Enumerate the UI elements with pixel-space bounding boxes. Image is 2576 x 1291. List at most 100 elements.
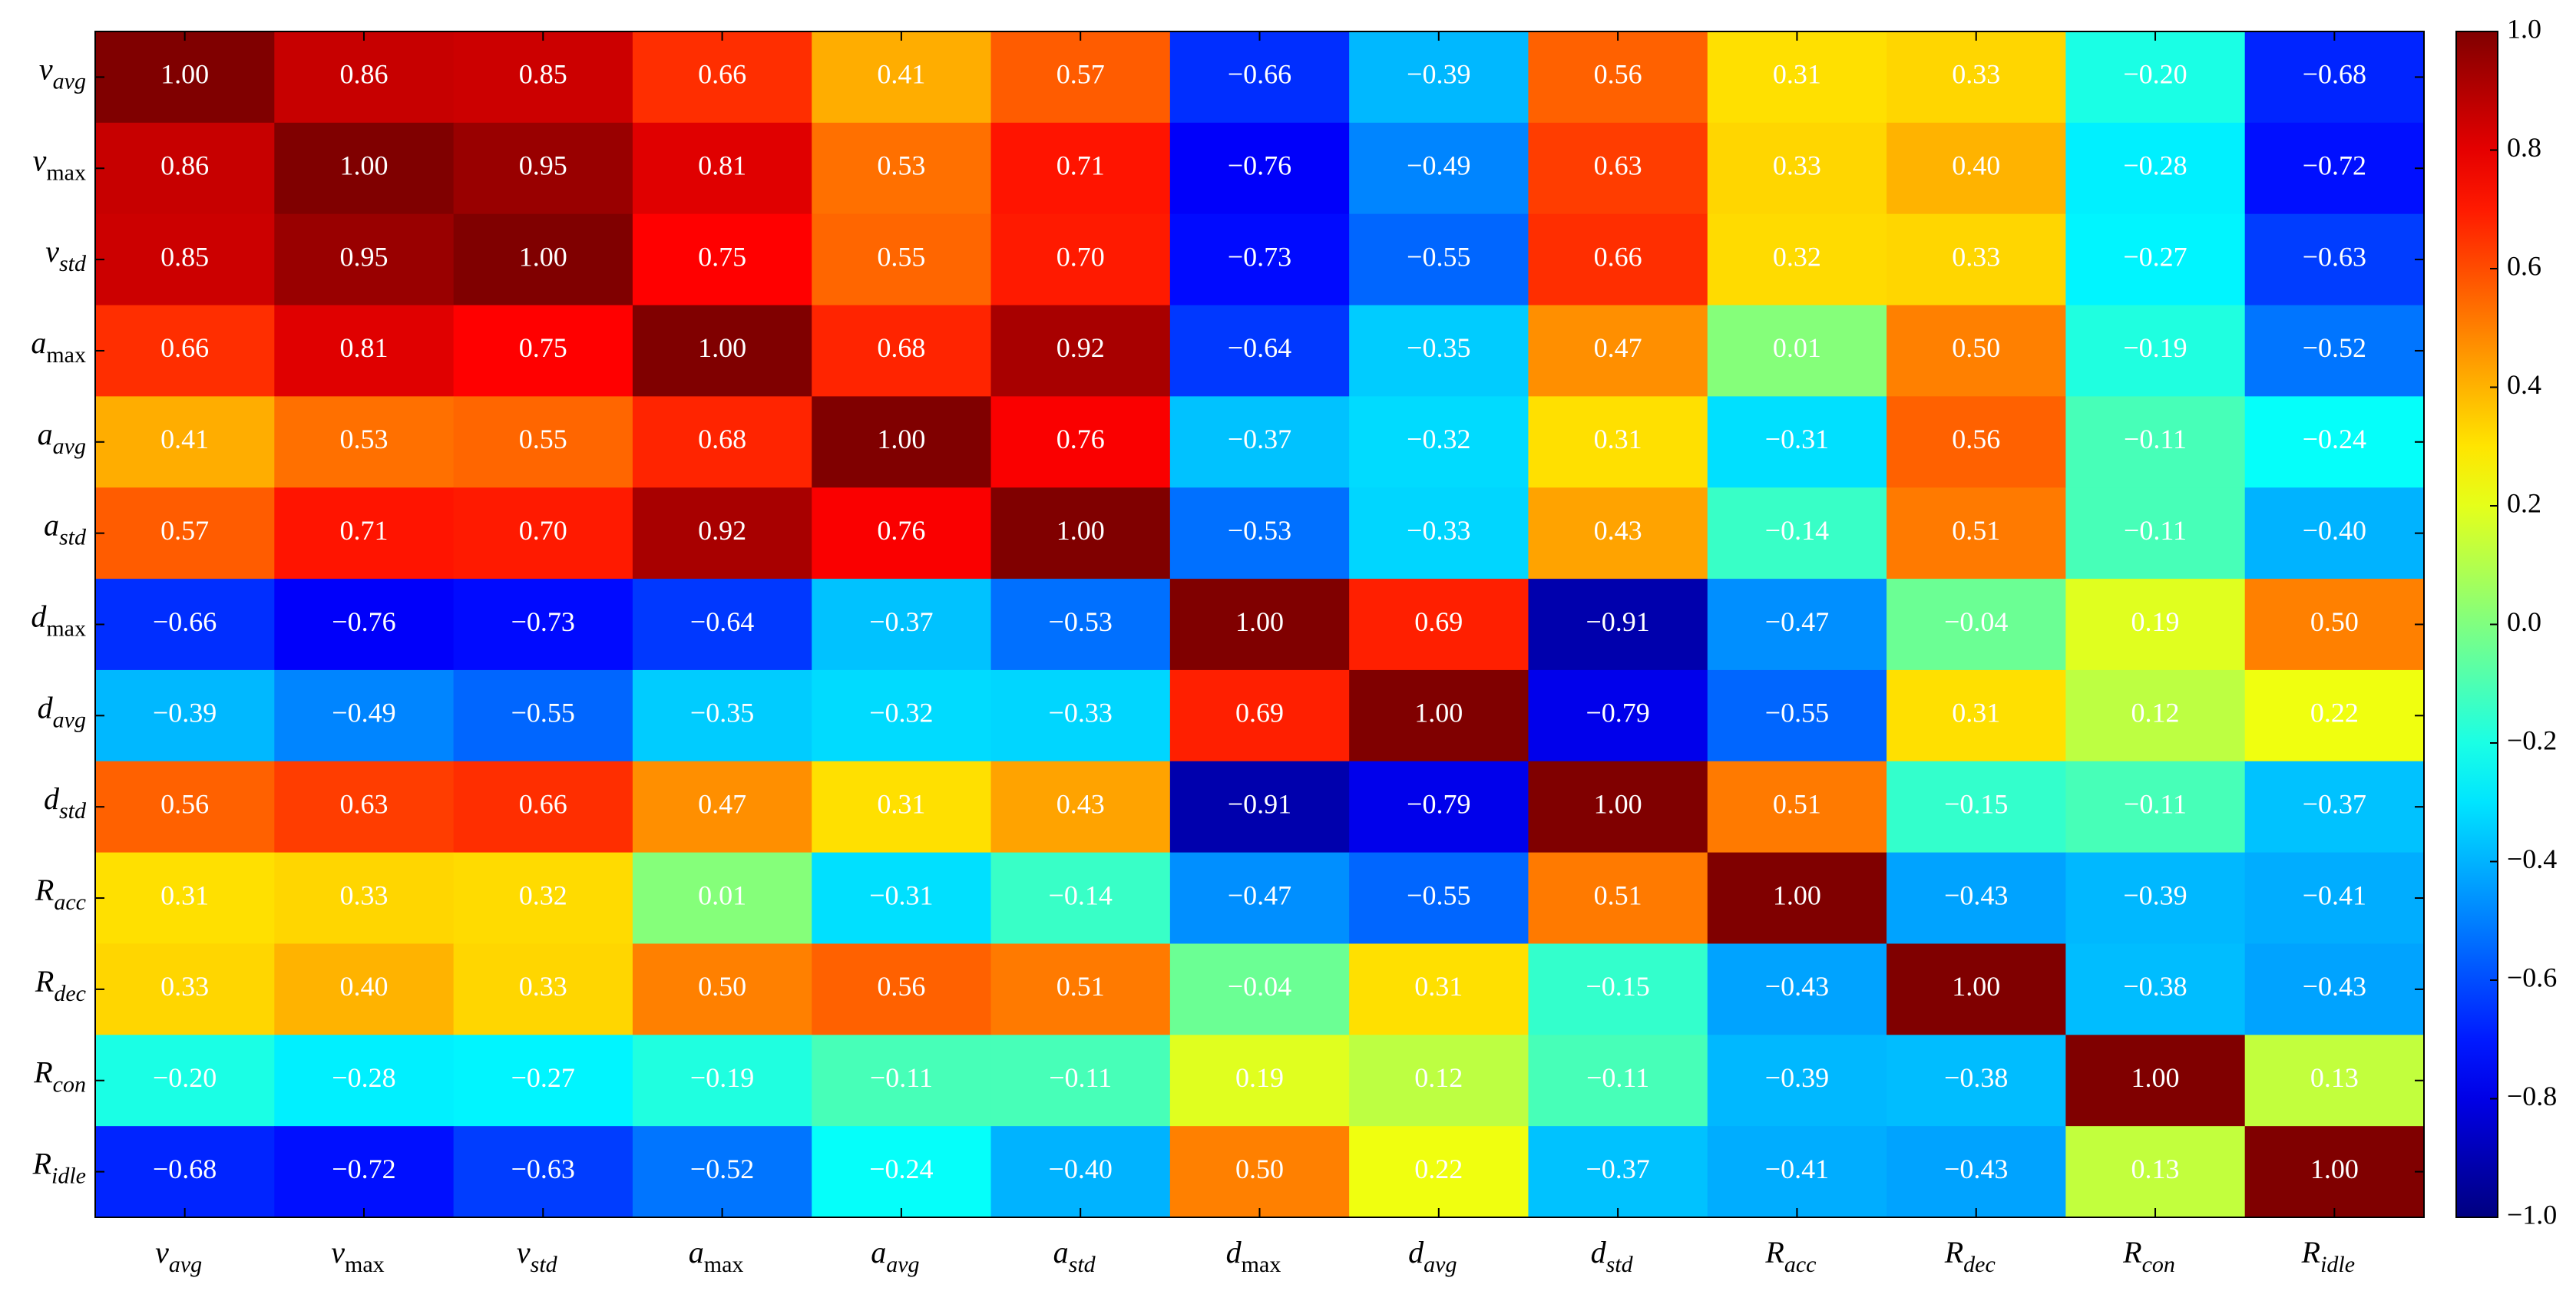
label-symbol: a — [38, 417, 53, 451]
label-subscript: std — [59, 798, 87, 824]
cell-label: 0.22 — [2310, 698, 2359, 728]
cell-label: −0.68 — [153, 1154, 217, 1184]
heat-cell — [812, 305, 992, 397]
heat-cell — [1528, 669, 1708, 762]
cell-label: 0.71 — [339, 515, 388, 546]
cell-label: 0.95 — [339, 241, 388, 272]
heat-cell — [274, 852, 455, 944]
cell-label: 0.40 — [339, 971, 388, 1002]
heat-cell — [1528, 305, 1708, 397]
heat-cell — [990, 1035, 1171, 1127]
cell-label: −0.39 — [1765, 1062, 1829, 1093]
cell-label: −0.35 — [690, 698, 754, 728]
cell-label: −0.49 — [332, 698, 395, 728]
heat-cell — [990, 122, 1171, 215]
heat-cell — [990, 31, 1171, 124]
colorbar-tick-label: −1.0 — [2507, 1199, 2557, 1230]
cell-label: 0.33 — [519, 971, 567, 1002]
cell-label: 0.53 — [339, 424, 388, 454]
cell-label: −0.64 — [1228, 332, 1291, 363]
axis-label: astd — [44, 508, 87, 550]
heat-cell — [1887, 1126, 2066, 1218]
cell-label: 0.47 — [698, 788, 746, 819]
heat-cell — [453, 122, 633, 215]
heat-cell — [453, 1126, 633, 1218]
heat-cell — [2065, 579, 2246, 671]
heat-cell — [812, 213, 992, 306]
heat-cell — [274, 213, 455, 306]
cell-label: 0.31 — [1773, 59, 1821, 90]
heat-cell — [2065, 396, 2246, 488]
heat-cell — [1707, 943, 1887, 1035]
axis-label: Racc — [1764, 1235, 1816, 1277]
cell-label: −0.11 — [2124, 515, 2187, 546]
cell-label: 0.57 — [1057, 59, 1105, 90]
cell-label: 0.43 — [1057, 788, 1105, 819]
heat-cell — [453, 31, 633, 124]
cell-label: 0.69 — [1414, 606, 1463, 637]
axis-label: Rdec — [35, 964, 86, 1006]
heat-cell — [1707, 122, 1887, 215]
cell-label: −0.91 — [1586, 606, 1649, 637]
cell-label: 0.69 — [1235, 698, 1284, 728]
heat-cell — [1169, 1126, 1350, 1218]
heat-cell — [1528, 1126, 1708, 1218]
heat-cell — [2065, 487, 2246, 579]
cell-label: 0.41 — [160, 424, 209, 454]
cell-label: −0.79 — [1407, 788, 1470, 819]
cell-label: −0.11 — [1049, 1062, 1112, 1093]
cell-label: 0.56 — [877, 971, 925, 1002]
label-symbol: d — [38, 691, 54, 725]
heat-cell — [632, 122, 812, 215]
heat-cell — [1169, 669, 1350, 762]
label-symbol: a — [689, 1235, 704, 1270]
heat-cell — [453, 213, 633, 306]
heat-cell — [632, 579, 812, 671]
heat-cell — [1169, 213, 1350, 306]
cell-label: −0.15 — [1944, 788, 2008, 819]
heat-cell — [2244, 669, 2425, 762]
heat-cell — [812, 1126, 992, 1218]
cell-label: −0.53 — [1049, 606, 1113, 637]
heat-cell — [1528, 1035, 1708, 1127]
heat-cell — [1887, 31, 2066, 124]
label-symbol: R — [35, 964, 54, 999]
heat-cell — [812, 852, 992, 944]
heat-cell — [1169, 396, 1350, 488]
heat-cell — [1169, 579, 1350, 671]
label-symbol: v — [39, 52, 53, 87]
cell-label: −0.32 — [1407, 424, 1470, 454]
cell-label: 0.33 — [1773, 150, 1821, 181]
label-subscript: idle — [2320, 1252, 2355, 1277]
cell-label: 0.85 — [519, 59, 567, 90]
label-subscript: max — [704, 1252, 744, 1277]
heat-cell — [1528, 122, 1708, 215]
heat-cell — [95, 396, 275, 488]
heat-cell — [274, 31, 455, 124]
heat-cell — [274, 943, 455, 1035]
heat-cell — [990, 487, 1171, 579]
heat-cell — [1707, 1126, 1887, 1218]
cell-label: 0.86 — [339, 59, 388, 90]
heat-cell — [2244, 943, 2425, 1035]
heat-cell — [95, 213, 275, 306]
cell-label: −0.37 — [869, 606, 933, 637]
heat-cell — [274, 1035, 455, 1127]
heat-cell — [990, 305, 1171, 397]
colorbar-tick-label: −0.2 — [2507, 725, 2557, 755]
heat-cell — [274, 396, 455, 488]
heat-cell — [812, 122, 992, 215]
cell-label: −0.72 — [332, 1154, 395, 1184]
label-subscript: avg — [886, 1252, 919, 1277]
cell-label: −0.33 — [1049, 698, 1113, 728]
heat-cell — [632, 669, 812, 762]
heat-cell — [1349, 761, 1529, 854]
cell-label: 0.51 — [1952, 515, 2000, 546]
axis-label: amax — [689, 1235, 744, 1277]
label-symbol: a — [31, 325, 46, 360]
cell-label: −0.19 — [690, 1062, 754, 1093]
cell-label: −0.28 — [2123, 150, 2187, 181]
heat-cell — [453, 943, 633, 1035]
cell-label: 0.57 — [160, 515, 209, 546]
cell-label: −0.35 — [1407, 332, 1470, 363]
